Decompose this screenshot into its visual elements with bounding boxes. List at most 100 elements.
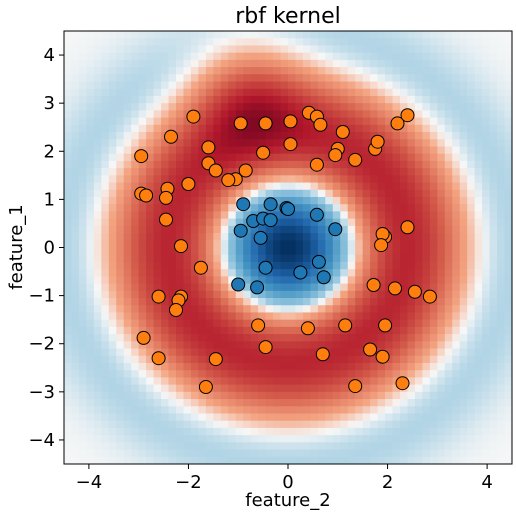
heatmap-cell: [93, 334, 102, 342]
heatmap-cell: [400, 261, 409, 270]
heatmap-cell: [265, 139, 274, 148]
heatmap-cell: [86, 305, 95, 314]
heatmap-cell: [482, 254, 491, 263]
heatmap-cell: [504, 211, 512, 220]
heatmap-cell: [429, 168, 438, 176]
heatmap-cell: [123, 442, 132, 451]
heatmap-cell: [205, 52, 214, 61]
heatmap-cell: [153, 370, 162, 378]
heatmap-cell: [64, 435, 73, 443]
heatmap-cell: [467, 391, 476, 400]
heatmap-cell: [332, 261, 341, 270]
heatmap-cell: [370, 261, 379, 270]
heatmap-cell: [78, 139, 87, 148]
heatmap-cell: [131, 456, 140, 464]
heatmap-cell: [370, 290, 379, 299]
heatmap-cell: [467, 175, 476, 184]
heatmap-cell: [489, 117, 498, 126]
heatmap-cell: [429, 341, 438, 350]
heatmap-cell: [422, 182, 431, 191]
heatmap-cell: [228, 377, 237, 386]
heatmap-cell: [489, 269, 498, 277]
heatmap-cell: [474, 370, 483, 378]
heatmap-cell: [146, 427, 155, 436]
heatmap-cell: [71, 362, 80, 371]
heatmap-cell: [295, 204, 304, 213]
heatmap-cell: [489, 391, 498, 400]
heatmap-cell: [392, 406, 401, 415]
heatmap-cell: [176, 406, 185, 415]
heatmap-cell: [482, 38, 491, 47]
heatmap-cell: [116, 110, 125, 119]
heatmap-cell: [265, 45, 274, 54]
heatmap-cell: [295, 334, 304, 342]
heatmap-cell: [228, 391, 237, 400]
heatmap-cell: [205, 196, 214, 205]
heatmap-cell: [288, 276, 297, 285]
heatmap-cell: [86, 38, 95, 47]
heatmap-cell: [437, 247, 446, 256]
heatmap-cell: [190, 456, 199, 464]
heatmap-cell: [123, 240, 132, 249]
heatmap-cell: [392, 348, 401, 357]
heatmap-cell: [176, 312, 185, 321]
heatmap-cell: [347, 233, 356, 241]
heatmap-cell: [250, 240, 259, 249]
heatmap-cell: [153, 52, 162, 61]
heatmap-cell: [108, 124, 117, 133]
heatmap-cell: [146, 153, 155, 162]
heatmap-cell: [153, 196, 162, 205]
heatmap-cell: [146, 110, 155, 119]
heatmap-cell: [288, 31, 297, 39]
heatmap-cell: [190, 67, 199, 75]
heatmap-cell: [459, 88, 468, 97]
heatmap-cell: [228, 196, 237, 205]
heatmap-cell: [190, 420, 199, 429]
heatmap-cell: [317, 103, 326, 111]
heatmap-cell: [86, 153, 95, 162]
heatmap-cell: [474, 132, 483, 140]
heatmap-cell: [190, 276, 199, 285]
heatmap-cell: [467, 420, 476, 429]
heatmap-cell: [310, 406, 319, 415]
heatmap-cell: [474, 298, 483, 306]
heatmap-cell: [71, 355, 80, 364]
heatmap-cell: [64, 427, 73, 436]
heatmap-cell: [459, 95, 468, 104]
heatmap-cell: [407, 168, 416, 176]
point-class-1: [221, 173, 236, 188]
heatmap-cell: [310, 153, 319, 162]
heatmap-cell: [116, 160, 125, 169]
heatmap-cell: [86, 204, 95, 213]
heatmap-cell: [205, 88, 214, 97]
heatmap-cell: [205, 420, 214, 429]
heatmap-cell: [101, 95, 110, 104]
heatmap-cell: [161, 348, 170, 357]
heatmap-cell: [340, 456, 349, 464]
heatmap-cell: [400, 427, 409, 436]
heatmap-cell: [183, 225, 192, 234]
heatmap-cell: [205, 427, 214, 436]
heatmap-cell: [377, 110, 386, 119]
heatmap-cell: [444, 31, 453, 39]
heatmap-cell: [452, 38, 461, 47]
heatmap-cell: [86, 319, 95, 328]
heatmap-cell: [116, 132, 125, 140]
heatmap-cell: [310, 377, 319, 386]
heatmap-cell: [123, 247, 132, 256]
heatmap-cell: [235, 110, 244, 119]
heatmap-cell: [422, 362, 431, 371]
heatmap-cell: [213, 45, 222, 54]
heatmap-cell: [273, 45, 282, 54]
heatmap-cell: [183, 355, 192, 364]
heatmap-cell: [295, 326, 304, 335]
heatmap-cell: [78, 456, 87, 464]
heatmap-cell: [183, 413, 192, 422]
heatmap-cell: [497, 341, 506, 350]
heatmap-cell: [474, 305, 483, 314]
heatmap-cell: [168, 124, 177, 133]
heatmap-cell: [414, 211, 423, 220]
heatmap-cell: [205, 59, 214, 68]
heatmap-cell: [183, 52, 192, 61]
heatmap-cell: [497, 153, 506, 162]
